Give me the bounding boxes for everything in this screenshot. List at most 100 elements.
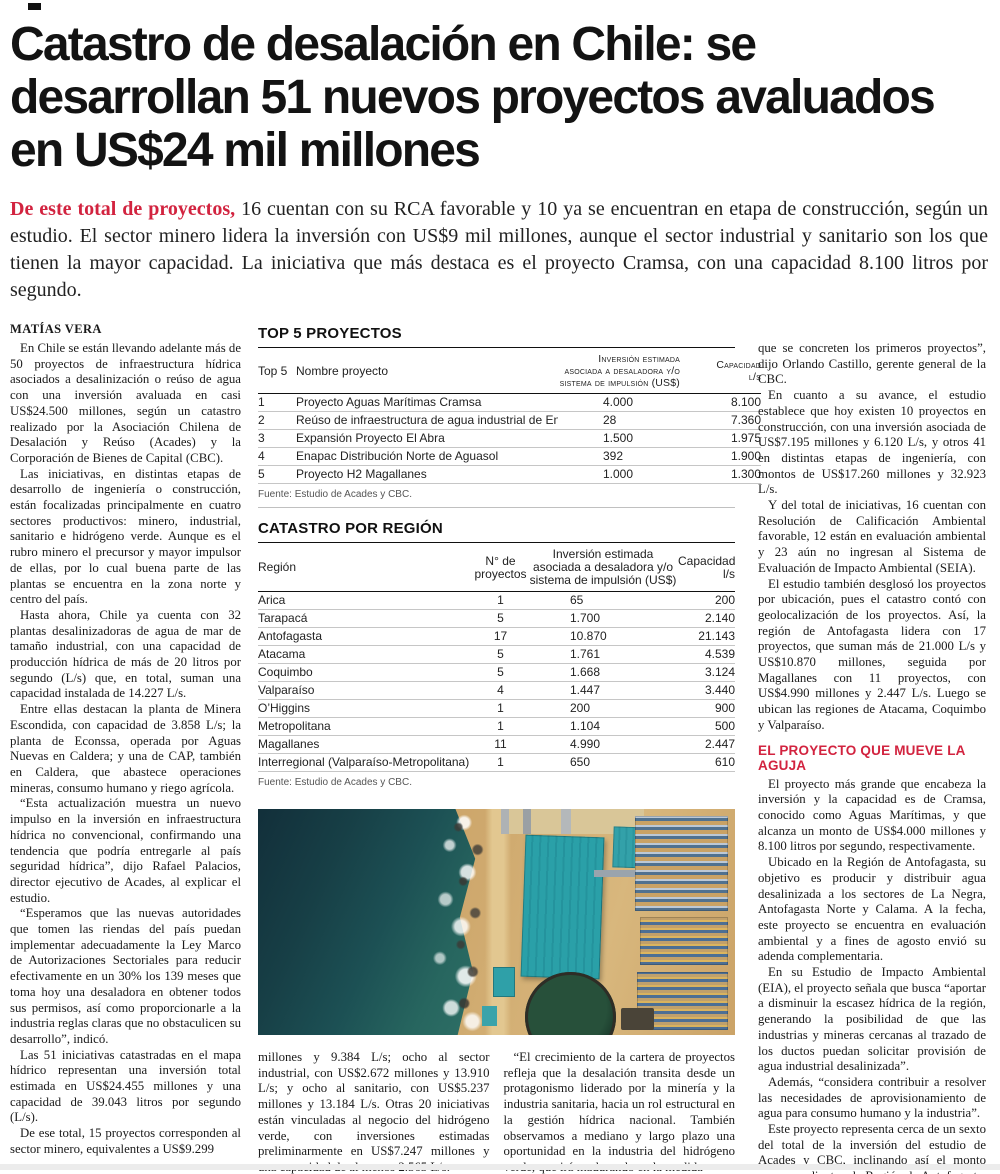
top5-table-title: TOP 5 PROYECTOS: [258, 322, 735, 348]
table-row: Tarapacá 5 1.700 2.140: [258, 610, 735, 628]
bottom-rule: [0, 1164, 1000, 1170]
photo-shore-rocks: [444, 809, 492, 1035]
regions-header-investment: Inversión estimada asociada a desaladora…: [529, 547, 677, 587]
lead-text: 16 cuentan con su RCA favorable y 10 ya …: [10, 198, 988, 301]
table-row: Coquimbo 5 1.668 3.124: [258, 664, 735, 682]
rank-cell: 2: [258, 413, 265, 427]
rank-cell: 3: [258, 431, 265, 445]
photo-shed-small: [482, 1005, 498, 1026]
paragraph: Entre ellas destacan la planta de Minera…: [10, 702, 241, 795]
photo-main-building: [520, 834, 604, 980]
region-cell: O’Higgins: [258, 701, 311, 715]
top5-header-row: Top 5 Nombre proyecto Inversión estimada…: [258, 348, 761, 394]
regions-header-region: Región: [258, 560, 297, 574]
region-cell: Magallanes: [258, 737, 320, 751]
aerial-photo: [258, 809, 735, 1035]
photo-circular-pool: [525, 971, 616, 1035]
column-right: que se concreten los primeros proyectos”…: [758, 322, 986, 1174]
investment-cell: 4.000: [603, 395, 634, 409]
rank-cell: 5: [258, 467, 265, 481]
name-cell: Proyecto Aguas Marítimas Cramsa: [296, 395, 482, 409]
region-cell: Arica: [258, 593, 286, 607]
paragraph: En su Estudio de Impacto Ambiental (EIA)…: [758, 965, 986, 1074]
name-cell: Proyecto H2 Magallanes: [296, 467, 427, 481]
regions-source: Fuente: Estudio de Acades y CBC.: [258, 777, 412, 788]
capacity-cell: 900: [714, 701, 735, 715]
photo-rack-cluster-middle: [639, 917, 728, 965]
table-row: Valparaíso 4 1.447 3.440: [258, 682, 735, 700]
table-row: Metropolitana 1 1.104 500: [258, 718, 735, 736]
investment-cell: 650: [570, 755, 591, 769]
top5-header-capacity: Capacidad l/s: [716, 359, 761, 383]
top5-header-name: Nombre proyecto: [296, 363, 389, 378]
lead-paragraph: De este total de proyectos, 16 cuentan c…: [10, 196, 988, 304]
top5-table: Top 5 Nombre proyecto Inversión estimada…: [258, 348, 761, 484]
capacity-cell: 610: [714, 755, 735, 769]
investment-cell: 392: [603, 449, 624, 463]
regions-table-title: CATASTRO POR REGIÓN: [258, 517, 735, 543]
investment-cell: 1.447: [570, 683, 601, 697]
paragraph: millones y 9.384 L/s; ocho al sector ind…: [258, 1050, 490, 1174]
table-row: 3 Expansión Proyecto El Abra 1.500 1.975: [258, 430, 761, 448]
headline-line-3: en US$24 mil millones: [10, 124, 481, 177]
table-row: 5 Proyecto H2 Magallanes 1.000 1.300: [258, 466, 761, 484]
region-cell: Interregional (Valparaíso-Metropolitana): [258, 755, 470, 769]
top5-source: Fuente: Estudio de Acades y CBC.: [258, 489, 412, 500]
n-cell: 1: [497, 593, 504, 607]
paragraph-last: Este proyecto representa cerca de un sex…: [758, 1122, 986, 1174]
regions-header-n: N° de proyectos: [474, 553, 527, 581]
photo-dark-structure: [620, 1007, 654, 1031]
capacity-cell: 1.900: [730, 449, 761, 463]
regions-table-section: CATASTRO POR REGIÓN Región N° de proyect…: [258, 517, 735, 795]
table-row: Arica 1 65 200: [258, 592, 735, 610]
table-row: Atacama 5 1.761 4.539: [258, 646, 735, 664]
paragraph: “Esperamos que las nuevas autoridades qu…: [10, 906, 241, 1046]
region-cell: Coquimbo: [258, 665, 313, 679]
name-cell: Enapac Distribución Norte de Aguasol: [296, 449, 499, 463]
headline: Catastro de desalación en Chile: se desa…: [10, 18, 990, 177]
table-row: Magallanes 11 4.990 2.447: [258, 736, 735, 754]
paragraph: Hasta ahora, Chile ya cuenta con 32 plan…: [10, 607, 241, 701]
capacity-cell: 1.300: [730, 467, 761, 481]
region-cell: Atacama: [258, 647, 306, 661]
photo-connector: [594, 870, 642, 877]
paragraph: Además, “considera contribuir a resolver…: [758, 1074, 986, 1121]
section-subhead: EL PROYECTO QUE MUEVE LA AGUJA: [758, 742, 966, 773]
investment-cell: 65: [570, 593, 584, 607]
region-cell: Metropolitana: [258, 719, 331, 733]
photo-dirt-road: [484, 809, 511, 1035]
column-middle-left: millones y 9.384 L/s; ocho al sector ind…: [258, 1050, 490, 1174]
capacity-cell: 1.975: [730, 431, 761, 445]
column-middle: TOP 5 PROYECTOS Top 5 Nombre proyecto In…: [258, 322, 761, 1174]
investment-cell: 1.104: [570, 719, 601, 733]
table-row: O’Higgins 1 200 900: [258, 700, 735, 718]
paragraph: En cuanto a su avance, el estudio establ…: [758, 388, 986, 497]
headline-line-1: Catastro de desalación en Chile: se: [10, 18, 757, 71]
investment-cell: 1.500: [603, 431, 634, 445]
top5-header-investment: Inversión estimada asociada a desaladora…: [559, 353, 680, 389]
n-cell: 17: [493, 629, 508, 643]
n-cell: 4: [497, 683, 504, 697]
region-cell: Valparaíso: [258, 683, 315, 697]
paragraph: Las 51 iniciativas catastradas en el map…: [10, 1047, 241, 1125]
photo-shed: [492, 967, 515, 997]
rank-cell: 1: [258, 395, 265, 409]
regions-header-capacity: Capacidad l/s: [678, 553, 736, 581]
n-cell: 1: [497, 701, 504, 715]
capacity-cell: 8.100: [730, 395, 761, 409]
region-cell: Tarapacá: [258, 611, 308, 625]
capacity-cell: 3.124: [704, 665, 735, 679]
table-row: 1 Proyecto Aguas Marítimas Cramsa 4.000 …: [258, 394, 761, 412]
capacity-cell: 7.360: [730, 413, 761, 427]
capacity-cell: 4.539: [704, 647, 735, 661]
paragraph: Y del total de iniciativas, 16 cuentan c…: [758, 498, 986, 575]
n-cell: 5: [497, 665, 504, 679]
regions-table: Región N° de proyectos Inversión estimad…: [258, 543, 735, 772]
capacity-cell: 200: [714, 593, 735, 607]
capacity-cell: 500: [714, 719, 735, 733]
paragraph: Las iniciativas, en distintas etapas de …: [10, 466, 241, 607]
investment-cell: 1.761: [570, 647, 601, 661]
crop-mark: [28, 3, 41, 10]
paragraph: Ubicado en la Región de Antofagasta, su …: [758, 855, 986, 964]
